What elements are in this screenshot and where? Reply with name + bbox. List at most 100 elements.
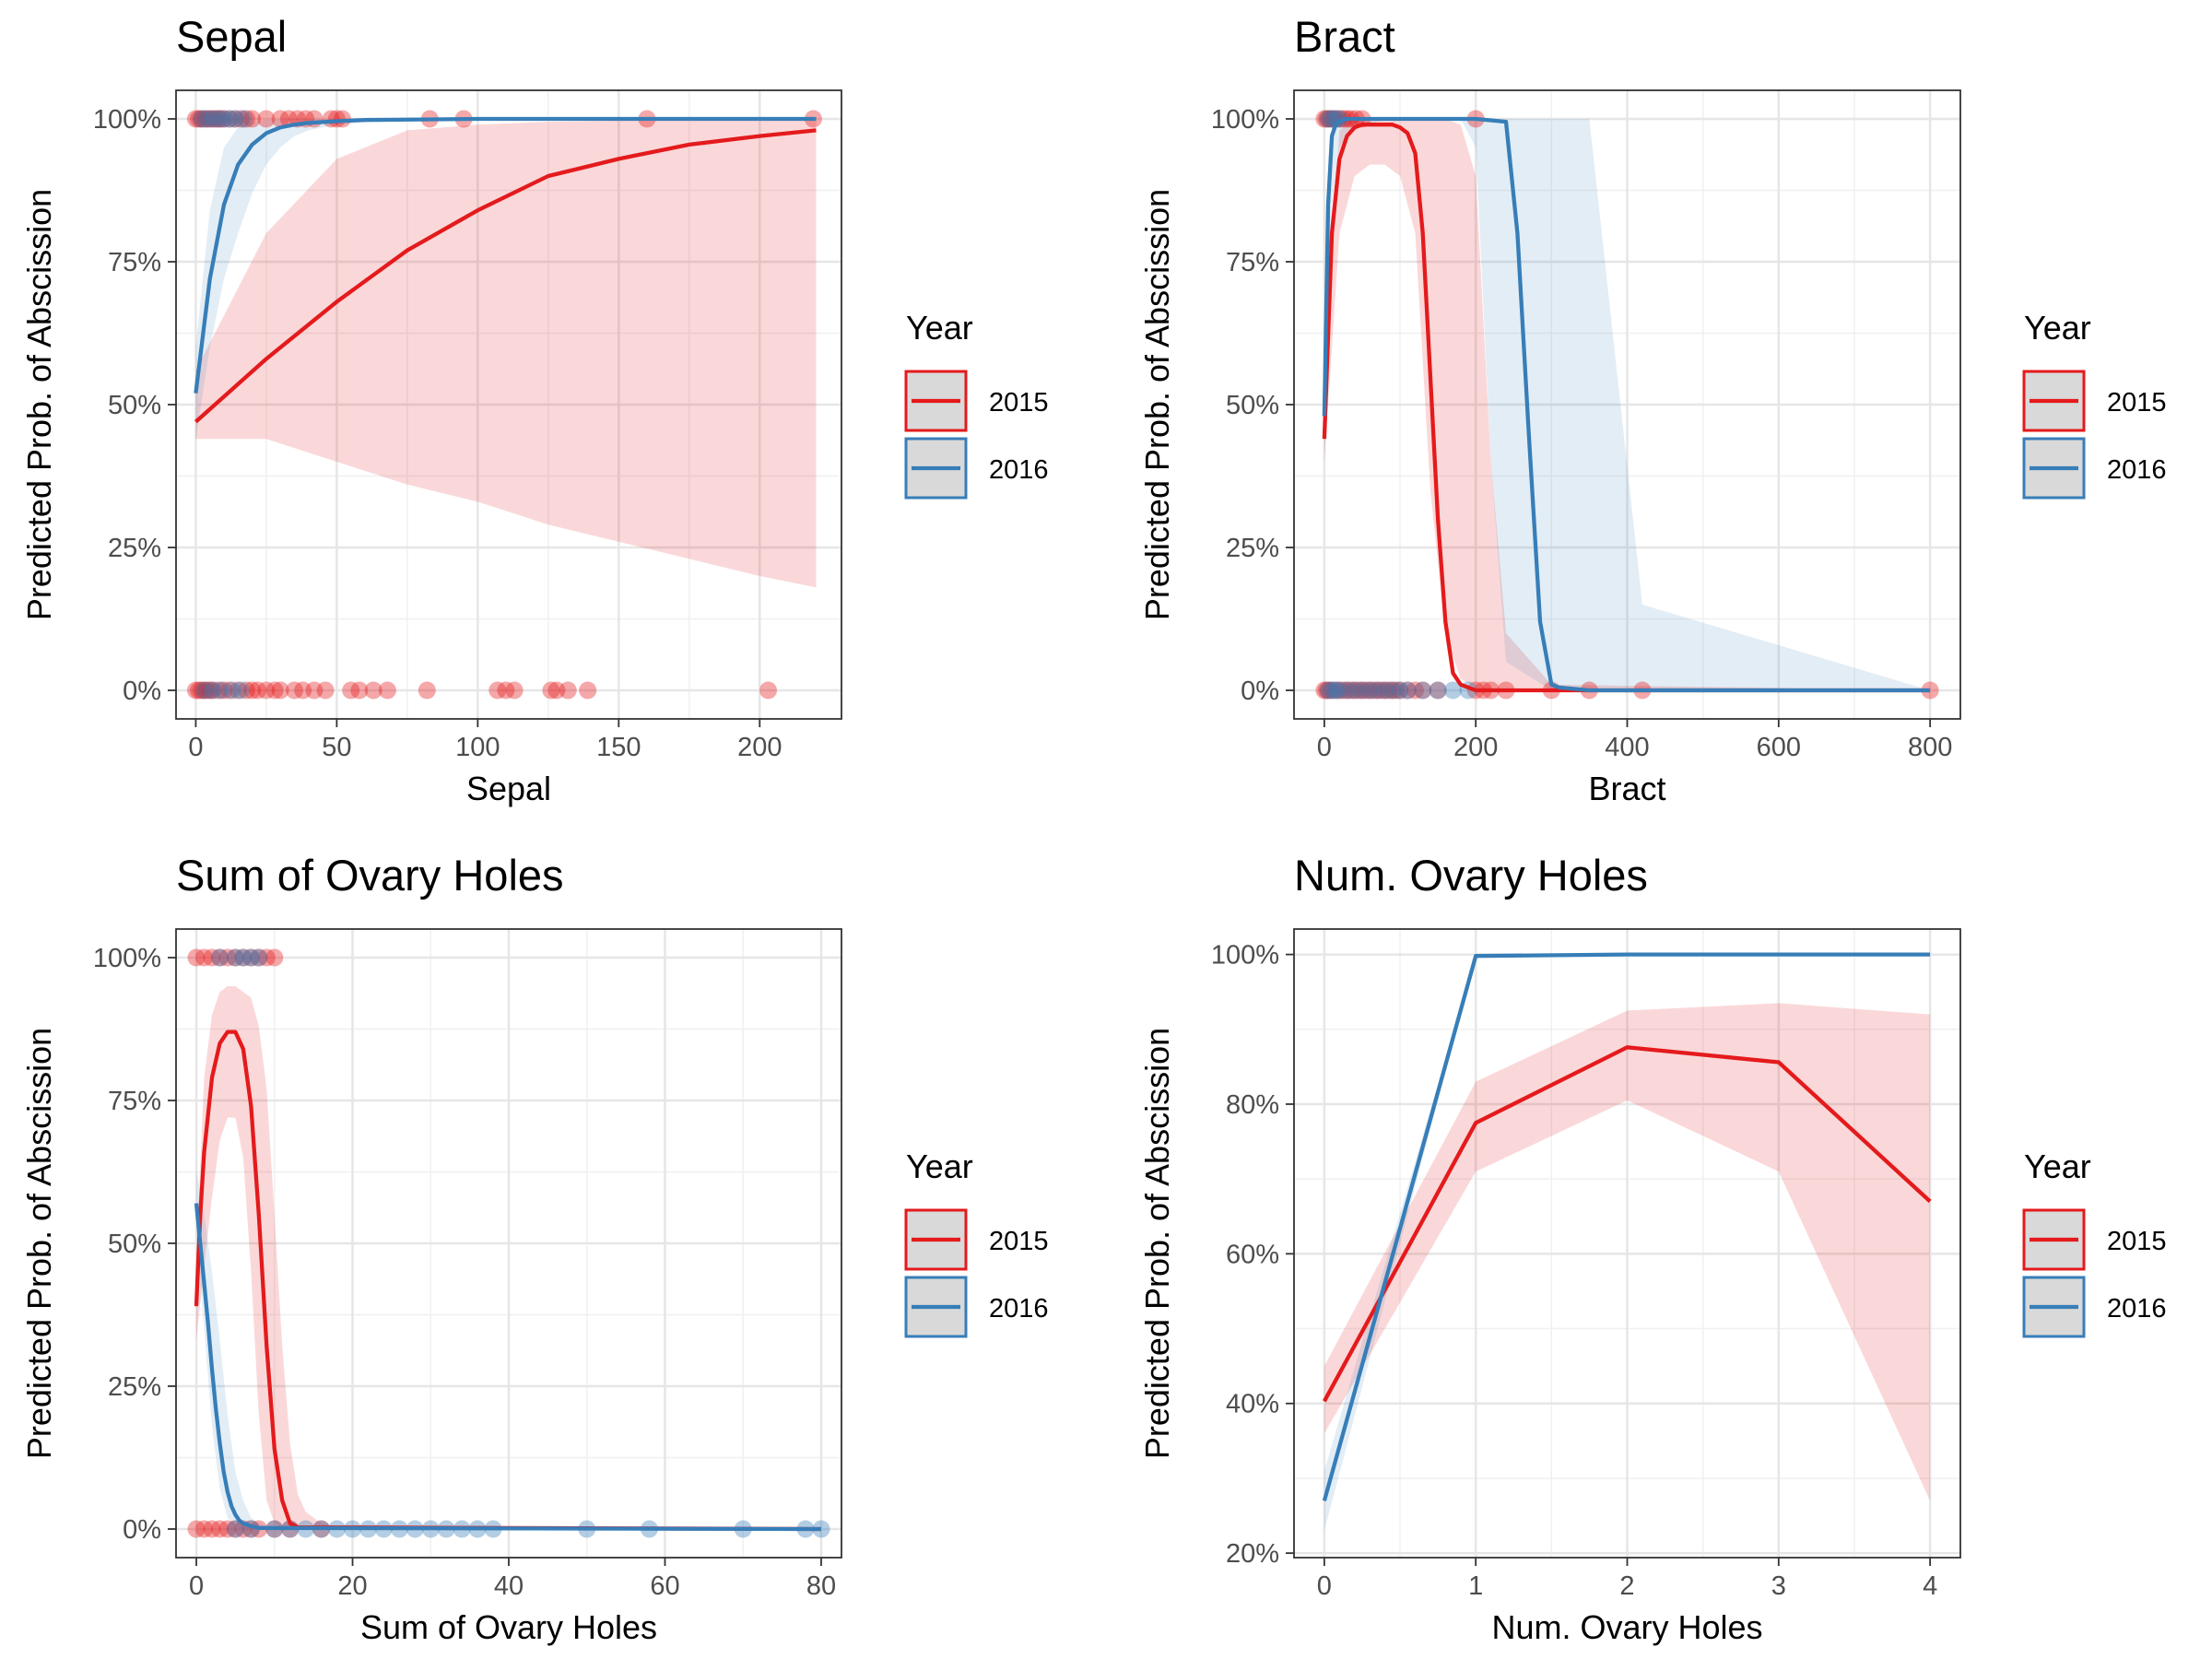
data-point-2016: [212, 681, 230, 700]
data-point-2015: [350, 681, 369, 700]
data-point-2015: [1364, 681, 1382, 700]
grid: [176, 929, 841, 1558]
x-tick-label: 100: [455, 733, 500, 762]
legend-title: Year: [906, 1147, 973, 1185]
confidence-bands: [1324, 119, 1931, 690]
legend-title: Year: [2024, 1147, 2091, 1185]
y-tick-label: 0%: [1241, 677, 1279, 706]
confidence-band-2016: [1324, 119, 1931, 690]
data-point-2015: [1342, 681, 1360, 700]
legend: Year 2015 2016: [904, 309, 1049, 500]
legend-label-2015: 2015: [989, 1227, 1049, 1256]
data-point-2015: [305, 681, 324, 700]
data-point-2015: [201, 110, 219, 128]
x-axis-label: Num. Ovary Holes: [1491, 1608, 1762, 1646]
fitted-lines: [1322, 952, 1932, 1501]
y-tick-label: 50%: [108, 1230, 161, 1259]
x-tick-label: 400: [1605, 733, 1649, 762]
data-point-2016: [250, 948, 268, 967]
data-point-2016: [1398, 681, 1417, 700]
data-point-2016: [220, 110, 239, 128]
y-tick-label: 80%: [1226, 1090, 1279, 1120]
data-point-2015: [220, 681, 239, 700]
x-axis: 0 50 100 150 200: [188, 719, 782, 762]
data-point-2015: [497, 681, 515, 700]
y-tick-label: 100%: [1211, 105, 1279, 135]
data-point-2015: [195, 948, 213, 967]
data-point-2016: [204, 681, 222, 700]
data-point-2015: [241, 948, 260, 967]
data-point-2015: [206, 110, 225, 128]
data-point-2015: [186, 681, 205, 700]
data-point-2016: [1360, 681, 1379, 700]
x-axis: 0 20 40 60 80: [189, 1558, 836, 1601]
data-point-2015: [203, 948, 221, 967]
data-point-2015: [1357, 681, 1375, 700]
data-point-2015: [579, 681, 597, 700]
series-line-2015: [194, 128, 817, 424]
data-point-2016: [234, 948, 253, 967]
y-axis-label: Predicted Prob. of Abscission: [1138, 1028, 1176, 1459]
y-axis: 20% 40% 60% 80% 100%: [1211, 941, 1294, 1569]
x-tick-label: 200: [737, 733, 782, 762]
data-point-2015: [190, 110, 207, 128]
grid: [1294, 929, 1960, 1558]
chart-title: Sum of Ovary Holes: [176, 851, 564, 900]
y-tick-label: 60%: [1226, 1240, 1279, 1269]
data-point-2015: [238, 681, 255, 700]
y-axis-label: Predicted Prob. of Abscission: [20, 1028, 58, 1459]
data-point-2016: [1323, 681, 1341, 700]
data-point-2015: [209, 110, 228, 128]
grid: [1294, 90, 1960, 719]
y-axis: 0% 25% 50% 75% 100%: [93, 105, 176, 706]
legend-label-2016: 2016: [2107, 1294, 2167, 1324]
chart-title: Sepal: [176, 12, 287, 61]
data-point-2015: [1414, 681, 1432, 700]
data-point-2015: [342, 681, 360, 700]
y-tick-label: 75%: [1226, 248, 1279, 277]
y-axis-label: Predicted Prob. of Abscission: [20, 189, 58, 620]
y-tick-label: 0%: [123, 677, 161, 706]
legend-label-2015: 2015: [989, 388, 1049, 418]
x-tick-label: 0: [188, 733, 203, 762]
data-points: [187, 948, 830, 1538]
x-tick-label: 40: [494, 1571, 524, 1601]
data-point-2016: [1444, 681, 1462, 700]
data-point-2015: [250, 948, 268, 967]
data-point-2015: [1376, 681, 1394, 700]
data-point-2015: [1383, 681, 1402, 700]
data-point-2015: [198, 110, 217, 128]
x-tick-label: 2: [1619, 1571, 1634, 1601]
y-tick-label: 75%: [108, 1087, 161, 1116]
data-point-2016: [1376, 681, 1394, 700]
data-point-2015: [1346, 681, 1364, 700]
data-point-2015: [1326, 681, 1345, 700]
data-point-2015: [257, 948, 276, 967]
data-point-2015: [505, 681, 524, 700]
y-tick-label: 25%: [108, 534, 161, 563]
legend: Year 2015 2016: [2022, 1147, 2167, 1338]
series-line-2015: [1323, 1045, 1932, 1403]
data-point-2015: [1380, 681, 1398, 700]
data-point-2015: [305, 110, 324, 128]
data-point-2015: [1320, 681, 1338, 700]
data-point-2016: [226, 1520, 244, 1538]
data-point-2015: [271, 110, 289, 128]
y-tick-label: 20%: [1226, 1539, 1279, 1569]
x-tick-label: 80: [806, 1571, 836, 1601]
series-line-2015: [1322, 123, 1931, 693]
y-tick-label: 100%: [1211, 941, 1279, 971]
legend-title: Year: [2024, 309, 2091, 347]
data-point-2016: [1368, 681, 1386, 700]
confidence-band-2015: [196, 986, 821, 1529]
data-point-2016: [1391, 681, 1409, 700]
chart-panel-2: 0 200 400 600 800 0% 25% 50% 75% 100% Bract Bract Pr…: [1138, 12, 2167, 807]
confidence-bands: [1324, 954, 1931, 1531]
legend: Year 2015 2016: [904, 1147, 1049, 1338]
data-point-2016: [226, 110, 244, 128]
data-point-2016: [223, 681, 241, 700]
data-point-2015: [204, 681, 222, 700]
y-axis-label: Predicted Prob. of Abscission: [1138, 189, 1176, 620]
data-point-2016: [195, 681, 214, 700]
